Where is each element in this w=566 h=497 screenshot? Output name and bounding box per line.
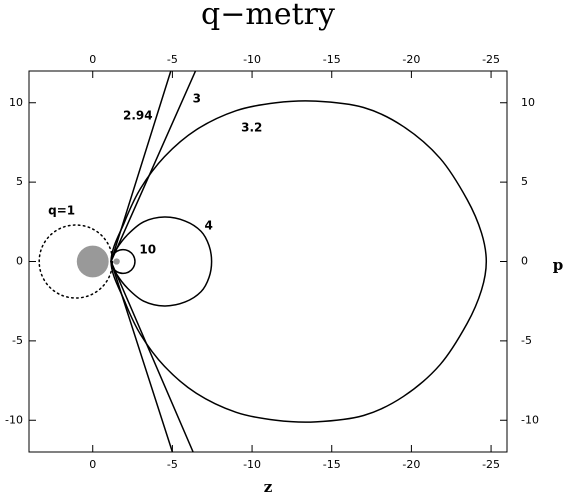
y-tick-label-right: 0 <box>521 255 528 268</box>
y-tick-label: -10 <box>5 413 23 426</box>
curve-label: 3 <box>193 91 201 105</box>
curve <box>110 71 197 452</box>
curve-label: 3.2 <box>241 120 262 134</box>
plot-area <box>38 71 488 452</box>
y-tick-label: 0 <box>16 255 23 268</box>
curve <box>38 224 114 299</box>
curve <box>110 216 213 307</box>
y-tick-label-right: 5 <box>521 175 528 188</box>
curve-label: 10 <box>139 243 156 257</box>
y-tick-label: 5 <box>16 175 23 188</box>
x-tick-label: -25 <box>482 458 500 471</box>
x-tick-label: -5 <box>167 458 178 471</box>
curve-label: 2.94 <box>123 108 153 122</box>
y-tick-label-right: -5 <box>521 334 532 347</box>
chart-title: q−metry <box>201 0 335 32</box>
x-tick-label-top: -25 <box>482 53 500 66</box>
y-tick-label-right: -10 <box>521 413 539 426</box>
x-tick-label: -20 <box>402 458 420 471</box>
x-tick-label: 0 <box>89 458 96 471</box>
y-axis-label: p <box>553 256 564 274</box>
curve-label: q=1 <box>48 204 75 218</box>
x-tick-label-top: -5 <box>167 53 178 66</box>
x-tick-label-top: -15 <box>323 53 341 66</box>
curve <box>110 71 174 452</box>
curve <box>110 100 488 423</box>
x-tick-label-top: 0 <box>89 53 96 66</box>
y-tick-label: 10 <box>9 96 23 109</box>
x-tick-label: -10 <box>243 458 261 471</box>
x-axis-label: z <box>264 478 273 496</box>
body <box>76 245 109 278</box>
x-tick-label-top: -20 <box>402 53 420 66</box>
y-tick-label: -5 <box>12 334 23 347</box>
x-tick-label: -15 <box>323 458 341 471</box>
body <box>113 258 120 265</box>
curve-label: 4 <box>205 218 213 232</box>
y-tick-label-right: 10 <box>521 96 535 109</box>
x-tick-label-top: -10 <box>243 53 261 66</box>
